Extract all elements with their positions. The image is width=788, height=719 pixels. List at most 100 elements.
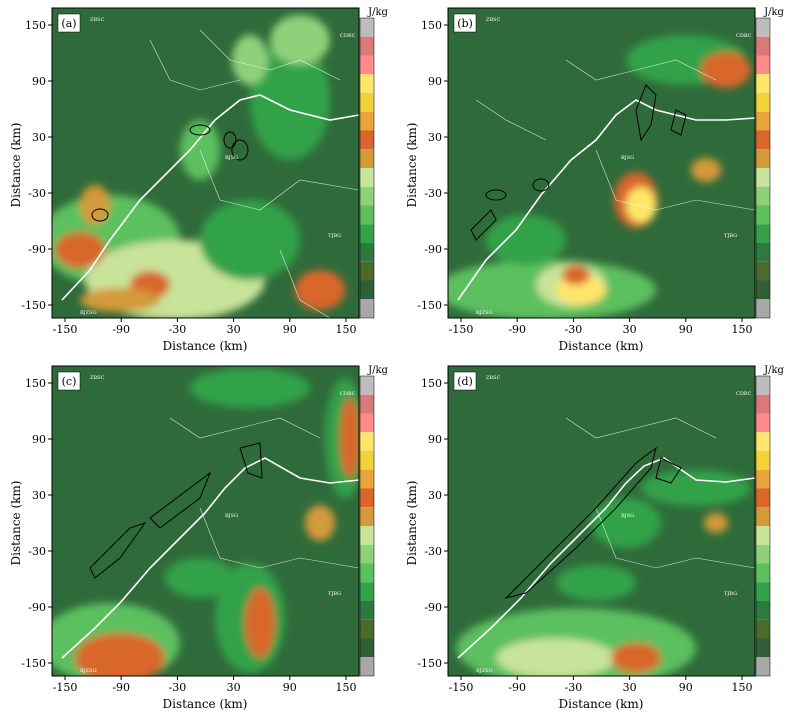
x-axis-label: Distance (km) [163, 697, 248, 711]
colorbar-swatch [360, 280, 374, 300]
colorbar-swatch [756, 168, 770, 187]
colorbar-swatch [360, 18, 374, 37]
station-zbsc: ZBSC [486, 375, 501, 381]
y-tick-label: 90 [32, 75, 46, 88]
colorbar-frame [755, 17, 771, 319]
colorbar-swatch [360, 563, 374, 583]
colorbar-swatch [360, 413, 374, 433]
station-labels: ZBSC CDBC BJSG TJBG BJZSG [476, 375, 752, 674]
colorbar-swatch [756, 582, 770, 601]
x-tick-label: 90 [679, 323, 693, 336]
colorbar-swatch [360, 111, 374, 131]
colorbar-swatch [756, 376, 770, 395]
station-tjbg: TJBG [328, 233, 341, 239]
colorbar-swatch [756, 224, 770, 243]
y-tick-label: 30 [428, 131, 442, 144]
colorbar-swatch [360, 451, 374, 470]
colorbar-swatch [360, 657, 374, 676]
colorbar-swatch [756, 488, 770, 508]
y-tick-label: -90 [28, 601, 46, 614]
x-tick-label: -90 [508, 323, 526, 336]
station-zbsc: ZBSC [90, 375, 105, 381]
panel-label: (a) [61, 17, 76, 30]
x-tick-label: 30 [227, 323, 241, 336]
x-tick-label: -150 [53, 323, 78, 336]
x-tick-label: -30 [565, 681, 583, 694]
station-bjzsg: BJZSG [80, 668, 97, 674]
y-tick-label: 90 [428, 75, 442, 88]
colorbar-unit: J/kg [367, 7, 388, 18]
colorbar-swatch [360, 469, 374, 489]
map-panel-c: J/kg (c) 150 90 30 -30 -90 -150 -150 -90 -30 30 9… [9, 365, 389, 711]
station-tjbg: TJBG [724, 233, 737, 239]
y-tick-label: -150 [417, 299, 442, 312]
colorbar-swatch [360, 507, 374, 526]
x-tick-label: -150 [449, 323, 474, 336]
colorbar-swatch [756, 432, 770, 451]
colorbar-swatch [756, 55, 770, 75]
echo-contours [89, 442, 263, 579]
colorbar-swatch [360, 432, 374, 451]
y-axis-label: Distance (km) [9, 481, 23, 566]
y-tick-label: 30 [32, 131, 46, 144]
colorbar-swatch [756, 299, 770, 318]
x-tick-label: -90 [112, 323, 130, 336]
y-tick-label: -90 [28, 243, 46, 256]
colorbar-swatch [360, 93, 374, 112]
cape-field [448, 35, 751, 318]
y-tick-labels: 150 90 30 -30 -90 -150 [21, 19, 52, 312]
colorbar-swatch [756, 186, 770, 206]
y-tick-label: 150 [421, 19, 442, 32]
y-axis-label: Distance (km) [9, 123, 23, 208]
station-labels: ZBSC CDBC BJSG TJBG BJZSG [476, 17, 752, 316]
y-tick-labels: 150 90 30 -30 -90 -150 [417, 377, 448, 670]
y-tick-label: 90 [32, 433, 46, 446]
colorbar-swatch [756, 544, 770, 564]
colorbar-swatch [756, 638, 770, 658]
colorbar-swatch [756, 601, 770, 620]
x-tick-label: 150 [732, 323, 753, 336]
y-tick-label: -30 [28, 187, 46, 200]
colorbar-swatch [360, 376, 374, 395]
colorbar-swatch [360, 55, 374, 75]
colorbar-swatch [756, 657, 770, 676]
colorbar-swatch [756, 469, 770, 489]
panel-label-box [57, 13, 81, 33]
x-tick-label: -150 [449, 681, 474, 694]
station-bjsg: BJSG [621, 155, 634, 161]
y-tick-label: 150 [421, 377, 442, 390]
panel-label-box [453, 371, 477, 391]
y-tick-label: -90 [424, 243, 442, 256]
colorbar-swatch [360, 582, 374, 601]
x-tick-label: -150 [53, 681, 78, 694]
station-cdbc: CDBC [736, 33, 752, 39]
colorbar-swatch [756, 93, 770, 112]
colorbar-swatch [360, 638, 374, 658]
colorbar-swatch [756, 394, 770, 414]
colorbar-swatch [756, 130, 770, 150]
colorbar-swatch [360, 261, 374, 281]
station-zbsc: ZBSC [486, 17, 501, 23]
terrain-boundary [61, 457, 360, 659]
x-tick-label: 90 [283, 681, 297, 694]
y-tick-label: -150 [417, 657, 442, 670]
admin-boundaries [169, 417, 360, 569]
map-frame [51, 7, 360, 319]
x-tick-label: 30 [623, 681, 637, 694]
admin-boundaries [475, 59, 756, 211]
colorbar-swatch [360, 299, 374, 318]
panel-label: (c) [62, 375, 77, 388]
colorbar-swatch [756, 413, 770, 433]
colorbar-swatch [360, 74, 374, 93]
y-tick-label: 90 [428, 433, 442, 446]
x-axis-label: Distance (km) [559, 697, 644, 711]
station-bjsg: BJSG [225, 155, 238, 161]
colorbar-swatch [756, 36, 770, 56]
x-tick-labels: -150 -90 -30 30 90 150 [449, 318, 753, 336]
station-bjzsg: BJZSG [476, 668, 493, 674]
map-panel-d: J/kg (d) 150 90 30 -30 -90 -150 -150 -90 -30 30 9… [405, 365, 785, 711]
y-tick-label: -150 [21, 299, 46, 312]
y-tick-label: 150 [25, 19, 46, 32]
y-tick-label: 30 [32, 489, 46, 502]
map-panel-a: J/kg (a) 150 90 30 -30 -90 -150 -150 -90 -30 30 9… [9, 7, 389, 353]
